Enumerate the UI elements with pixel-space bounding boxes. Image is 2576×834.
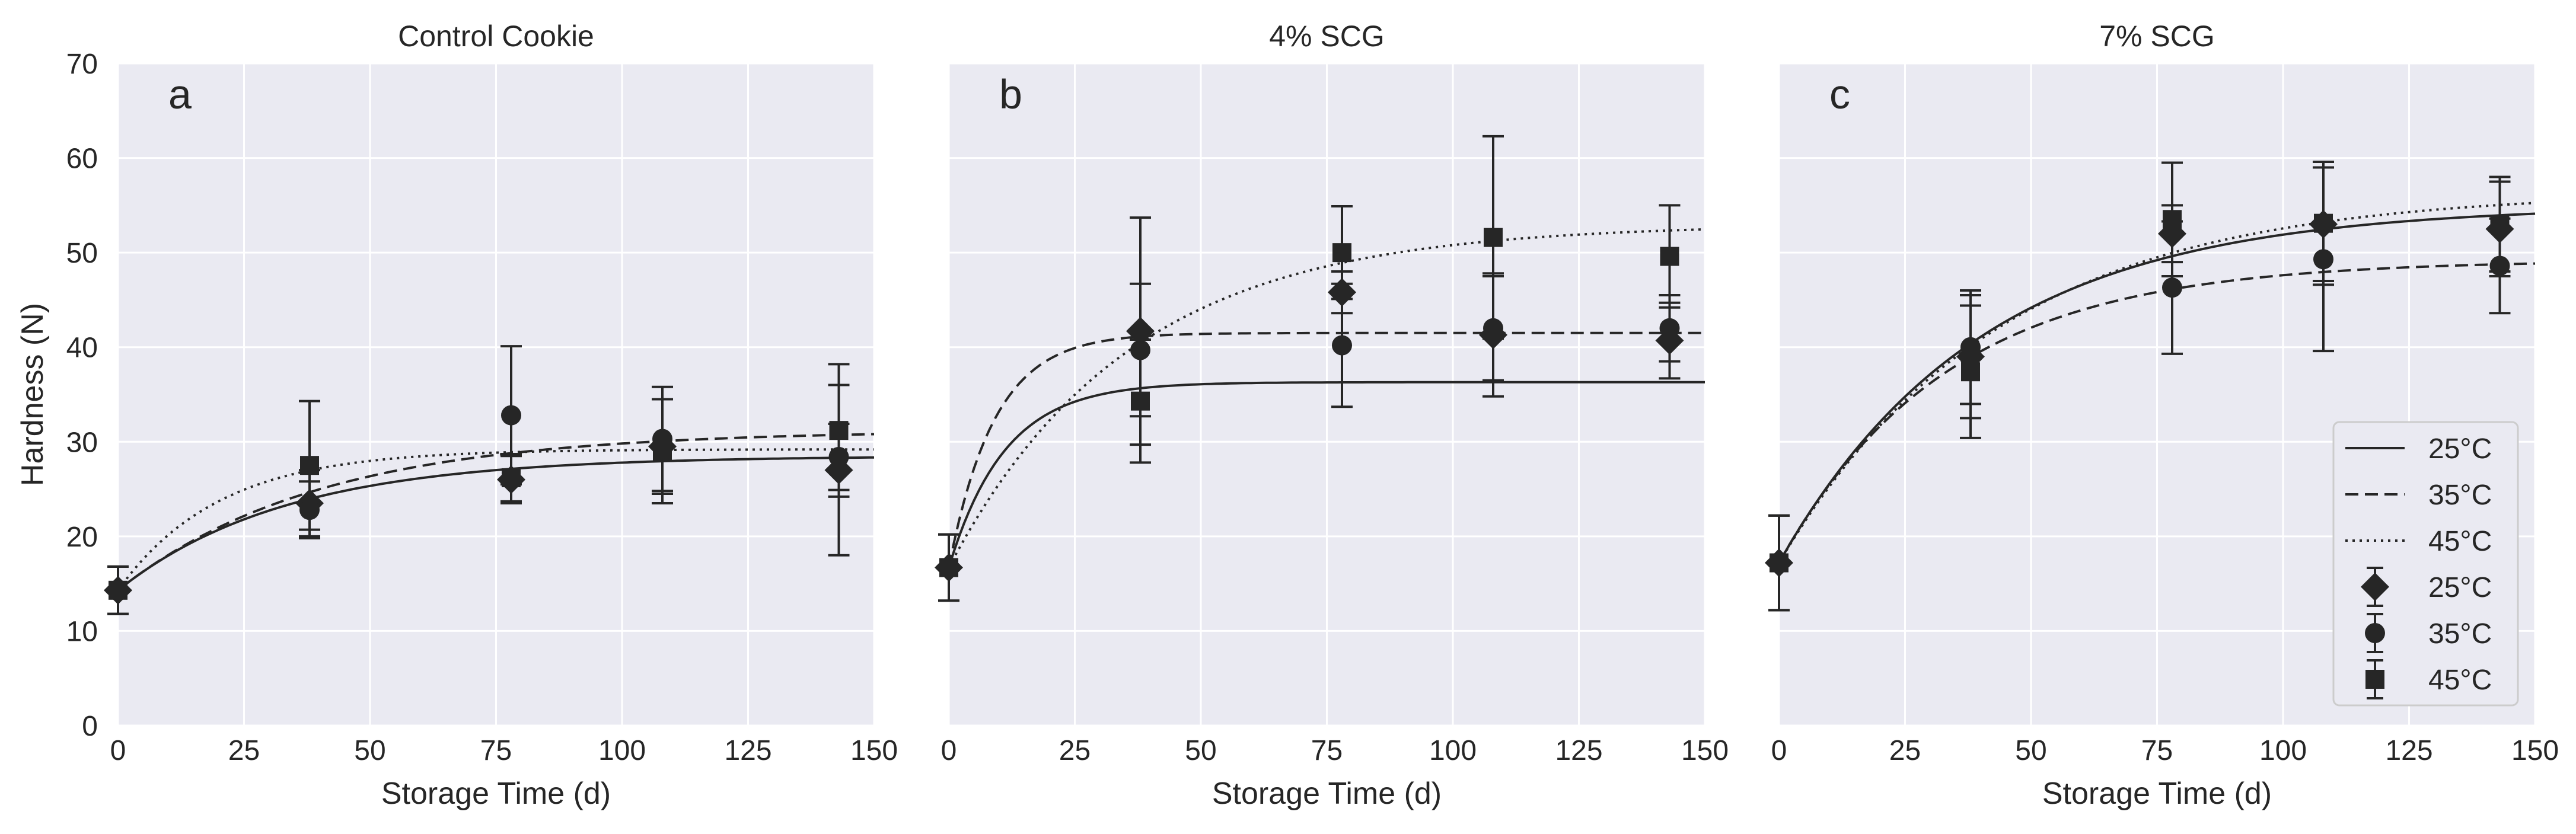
x-tick-label: 150 (2511, 735, 2559, 766)
legend-label: 35°C (2428, 480, 2492, 511)
panel-letter: b (999, 71, 1022, 117)
data-point-circle (1659, 318, 1680, 338)
fit-curve-dashed (1778, 262, 2536, 564)
legend: 25°C 35°C 45°C 25°C 35°C 45°C (2332, 421, 2519, 707)
x-tick-label: 100 (1429, 735, 1477, 766)
fit-curve-solid (948, 381, 1705, 568)
y-tick-label: 30 (66, 427, 98, 458)
panel-title: Control Cookie (398, 20, 594, 53)
x-tick-label: 0 (1771, 735, 1787, 766)
panel-c: 7% SCG c 0 25 50 75 100 125 150 Storage Time (d) (1765, 20, 2559, 811)
fit-curve-solid (117, 456, 875, 592)
x-tick-label: 75 (2141, 735, 2173, 766)
data-point-circle (501, 405, 521, 426)
x-tick-label: 75 (1311, 735, 1343, 766)
data-point-square (2314, 213, 2333, 233)
y-tick-label: 20 (66, 522, 98, 553)
legend-label: 35°C (2428, 618, 2492, 650)
legend-marker-circle (2365, 623, 2385, 643)
x-tick-label: 50 (354, 735, 385, 766)
data-point-square (1332, 243, 1351, 263)
x-tick-label: 125 (2385, 735, 2432, 766)
y-tick-label: 50 (66, 238, 98, 269)
legend-label: 45°C (2428, 526, 2492, 557)
data-point-square (1961, 362, 1980, 382)
legend-marker-square (2365, 670, 2384, 689)
x-tick-label: 100 (598, 735, 646, 766)
x-tick-label: 100 (2259, 735, 2307, 766)
panel-letter: a (168, 71, 192, 117)
data-point-square (2490, 215, 2510, 234)
fit-curve-dashed (117, 433, 875, 592)
x-tick-label: 50 (2015, 735, 2046, 766)
y-tick-label: 10 (66, 616, 98, 647)
x-tick-label: 50 (1185, 735, 1216, 766)
data-point-square (939, 558, 958, 577)
y-axis-label: Hardness (N) (15, 303, 50, 486)
legend-label: 45°C (2428, 664, 2492, 696)
x-tick-label: 25 (228, 735, 260, 766)
data-point-circle (2162, 277, 2182, 298)
x-tick-label: 150 (850, 735, 898, 766)
legend-label: 25°C (2428, 572, 2492, 603)
data-point-square (1660, 247, 1679, 266)
x-tick-label: 125 (1555, 735, 1602, 766)
panel-b: 4% SCG b 0 25 50 75 100 125 150 Storage Time (d) (935, 20, 1729, 811)
panel-title: 4% SCG (1269, 20, 1385, 53)
panel-title: 7% SCG (2099, 20, 2215, 53)
data-point-square (653, 442, 672, 461)
x-tick-label: 150 (1681, 735, 1729, 766)
x-tick-label: 75 (480, 735, 512, 766)
panel-letter: c (1829, 71, 1850, 117)
data-point-square (1131, 391, 1150, 411)
y-tick-label: 60 (66, 143, 98, 175)
x-axis-label: Storage Time (d) (1212, 777, 1442, 811)
y-tick-label: 70 (66, 49, 98, 80)
x-axis-label: Storage Time (d) (381, 777, 611, 811)
data-point-square (2163, 210, 2182, 229)
fit-curve-dashed (948, 331, 1705, 568)
data-point-square (1484, 228, 1503, 247)
fit-curve-dotted (948, 228, 1705, 568)
legend-marker-diamond (2361, 573, 2389, 601)
x-tick-label: 0 (110, 735, 126, 766)
data-point-square (109, 580, 127, 600)
x-tick-label: 25 (1059, 735, 1091, 766)
data-point-square (829, 421, 849, 440)
x-axis-label: Storage Time (d) (2042, 777, 2272, 811)
data-point-square (300, 456, 319, 475)
legend-label: 25°C (2428, 433, 2492, 465)
x-tick-label: 25 (1889, 735, 1921, 766)
fit-curve-dotted (1778, 202, 2536, 564)
x-tick-label: 0 (941, 735, 957, 766)
data-point-square (502, 468, 521, 487)
y-tick-label: 0 (82, 711, 98, 742)
fit-curve-solid (1778, 212, 2536, 564)
x-tick-label: 125 (724, 735, 771, 766)
data-point-square (1770, 553, 1788, 573)
data-point-circle (1332, 335, 1352, 356)
y-tick-label: 40 (66, 333, 98, 364)
